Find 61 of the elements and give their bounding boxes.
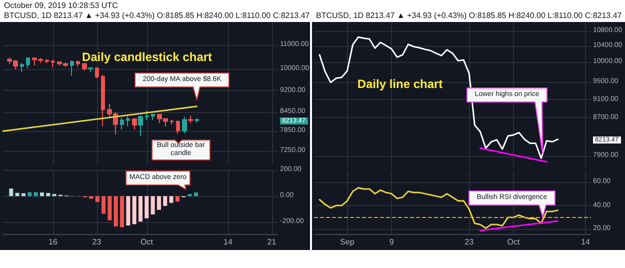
candlestick	[70, 60, 74, 76]
candlestick	[95, 66, 99, 79]
bar	[95, 196, 100, 202]
line-series	[318, 187, 559, 229]
chart-title: BTCUSD, 1D 8213.47 ▲ +34.93 (+0.43%) O:8185.85 H:8240.00 L:8110.00 C:8213.47	[316, 11, 622, 21]
chart-title: October 09, 2019 10:28:53 UTC	[4, 1, 118, 11]
candlestick	[82, 62, 87, 72]
x-tick-label: 23	[92, 238, 102, 246]
bar	[21, 193, 26, 196]
candlestick	[45, 58, 49, 64]
bar	[108, 196, 112, 220]
candlestick	[126, 116, 130, 127]
bar	[28, 192, 32, 196]
chart-subtitle: BTCUSD, 1D 8213.47 ▲ +34.93 (+0.43%) O:8185.85 H:8240.00 L:8110.00 C:8213.47	[4, 11, 310, 21]
candlestick	[76, 60, 80, 68]
candlestick	[101, 74, 105, 127]
bar	[144, 196, 149, 218]
bar	[9, 188, 14, 196]
candlestick	[88, 66, 93, 72]
x-tick-label: 21	[267, 238, 277, 246]
bar	[40, 192, 44, 196]
bar	[169, 196, 174, 203]
line-series	[318, 36, 559, 159]
bar	[156, 196, 161, 210]
bar	[120, 196, 124, 228]
bar	[34, 192, 38, 196]
candlestick	[51, 59, 55, 68]
candlestick	[170, 119, 174, 126]
candlestick	[195, 118, 199, 124]
annotation: Daily candlestick chart	[82, 50, 212, 64]
bar	[163, 196, 168, 206]
x-tick-label: Oct	[140, 238, 154, 246]
bar	[138, 196, 142, 222]
x-tick-label: 9	[389, 238, 394, 246]
annotation: Daily line chart	[357, 77, 443, 91]
candlestick	[182, 116, 187, 134]
x-tick-label: Sep	[340, 238, 355, 246]
candlestick	[151, 113, 155, 120]
x-tick-label: 23	[464, 238, 474, 246]
candlestick	[145, 110, 149, 120]
candlestick	[20, 62, 24, 72]
candlestick	[188, 115, 193, 124]
bar	[114, 196, 118, 226]
candlestick	[138, 114, 143, 137]
bar	[102, 196, 106, 214]
bar	[194, 192, 198, 196]
bar	[126, 196, 130, 226]
bar	[175, 196, 180, 202]
bar	[150, 196, 155, 214]
bar	[46, 192, 50, 196]
x-tick-label: 16	[48, 238, 58, 246]
candlestick	[26, 56, 30, 69]
candlestick	[176, 120, 180, 134]
candlestick	[120, 117, 124, 130]
candlestick	[132, 118, 137, 130]
bar	[132, 196, 136, 224]
bar	[15, 192, 20, 196]
x-tick-label: 14	[224, 238, 233, 246]
x-tick-label: Oct	[507, 238, 520, 246]
bar	[89, 196, 94, 199]
x-tick-label: 14	[581, 238, 590, 246]
